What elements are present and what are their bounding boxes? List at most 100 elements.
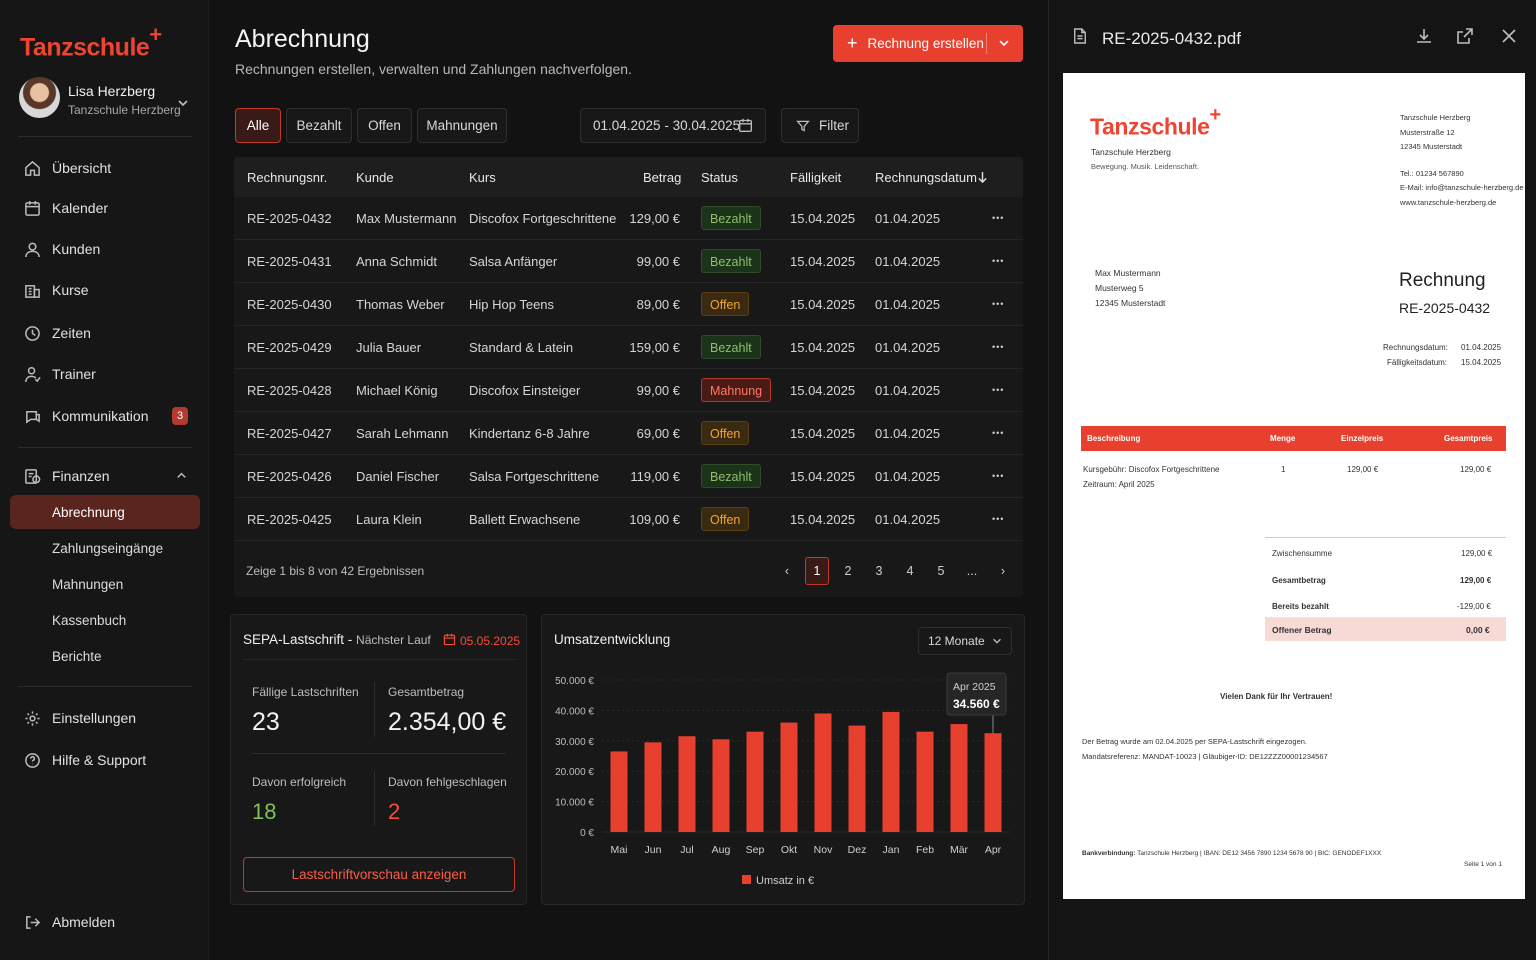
revenue-bar[interactable] [644,742,662,832]
column-header[interactable]: Betrag [643,170,682,185]
table-row[interactable]: RE-2025-0425 Laura Klein Ballett Erwachsen… [234,498,1023,541]
nav-item-kunden[interactable]: Kunden [10,232,200,266]
pdf-total-value: 129,00 € [1461,549,1493,558]
filter-button[interactable]: Filter [781,108,859,143]
subnav-berichte[interactable]: Berichte [52,648,102,664]
more-options-icon[interactable]: ••• [992,471,1005,481]
nav-item-trainer[interactable]: Trainer [10,357,200,391]
pdf-total-label: Gesamtbetrag [1272,576,1326,585]
subnav-zahlungseingaenge[interactable]: Zahlungseingänge [52,540,164,556]
user-name[interactable]: Lisa Herzberg [68,83,156,99]
due-date: 15.04.2025 [790,512,856,527]
prev-page-icon[interactable]: ‹ [784,564,790,578]
revenue-bar[interactable] [610,751,628,832]
revenue-bar[interactable] [950,724,968,832]
external-link-icon[interactable] [1456,27,1474,45]
pdf-sender-line: Tanzschule Herzberg [1400,113,1471,122]
table-row[interactable]: RE-2025-0430 Thomas Weber Hip Hop Teens 15.… [234,283,1023,326]
x-tick-label: Nov [814,844,833,856]
more-options-icon[interactable]: ••• [992,342,1005,352]
page-button[interactable]: 5 [937,564,945,578]
table-row[interactable]: RE-2025-0429 Julia Bauer Standard & Latein… [234,326,1023,369]
y-tick-label: 40.000 € [555,706,594,717]
revenue-bar[interactable] [984,733,1002,832]
table-row[interactable]: RE-2025-0428 Michael König Discofox Einste… [234,369,1023,412]
chip-bezahlt[interactable]: Bezahlt [286,108,352,143]
pdf-bank-label: Bankverbindung: [1082,850,1136,857]
date-range-picker[interactable]: 01.04.2025 - 30.04.2025 [580,108,766,143]
chevron-down-icon[interactable] [176,96,190,110]
document-icon [1074,28,1086,44]
y-tick-label: 0 € [580,828,594,839]
failed-label: Davon fehlgeschlagen [388,775,507,789]
chip-alle[interactable]: Alle [235,108,281,143]
column-header[interactable]: Kurs [469,170,496,185]
table-row[interactable]: RE-2025-0431 Anna Schmidt Salsa Anfänger 15… [234,240,1023,283]
more-options-icon[interactable]: ••• [992,385,1005,395]
nav-item-uebersicht[interactable]: Übersicht [10,151,200,185]
chevron-up-icon[interactable] [175,469,188,482]
legend-label: Umsatz in € [756,875,814,887]
subnav-kassenbuch[interactable]: Kassenbuch [52,612,127,628]
column-header[interactable]: Rechnungsdatum [875,170,977,185]
more-options-icon[interactable]: ••• [992,428,1005,438]
revenue-bar[interactable] [678,736,696,832]
customer-name: Michael König [356,383,438,398]
pdf-page-number: Seite 1 von 1 [1464,861,1502,868]
revenue-bar[interactable] [882,711,900,832]
customer-name: Julia Bauer [356,340,422,355]
building-icon [25,284,40,298]
nav-item-einstellungen[interactable]: Einstellungen [10,701,200,735]
nav-item-kalender[interactable]: Kalender [10,191,200,225]
more-options-icon[interactable]: ••• [992,256,1005,266]
avatar[interactable] [19,77,60,118]
revenue-bar[interactable] [916,731,934,832]
nav-group-finanzen[interactable]: Finanzen [10,459,200,493]
more-options-icon[interactable]: ••• [992,299,1005,309]
subnav-abrechnung[interactable]: Abrechnung [10,495,200,529]
nav-item-kommunikation[interactable]: Kommunikation 3 [10,399,200,433]
revenue-bar[interactable] [848,725,866,832]
table-row[interactable]: RE-2025-0432 Max Mustermann Discofox Fortg… [234,197,1023,240]
sort-down-icon[interactable] [977,171,988,184]
table-row[interactable]: RE-2025-0427 Sarah Lehmann Kindertanz 6-8 … [234,412,1023,455]
more-options-icon[interactable]: ••• [992,514,1005,524]
debit-preview-button[interactable]: Lastschriftvorschau anzeigen [243,857,515,892]
chip-mahnungen[interactable]: Mahnungen [417,108,507,143]
next-page-icon[interactable]: › [1000,564,1006,578]
page-button[interactable]: 1 [805,557,829,585]
download-icon[interactable] [1415,27,1433,45]
pdf-recipient-line: Max Mustermann [1095,268,1161,278]
page-button[interactable]: 3 [875,564,883,578]
course-name: Ballett Erwachsene [469,512,581,527]
invoice-number: RE-2025-0431 [247,254,332,269]
range-select[interactable]: 12 Monate [918,627,1012,655]
create-invoice-button[interactable]: + Rechnung erstellen [833,25,1023,62]
nav-item-hilfe[interactable]: Hilfe & Support [10,743,200,777]
logo[interactable]: Tanzschule+ [20,22,162,62]
logout-button[interactable]: Abmelden [10,905,200,939]
calendar-icon [25,200,40,216]
page-button[interactable]: 2 [844,564,852,578]
nav-item-kurse[interactable]: Kurse [10,273,200,307]
page-button[interactable]: 4 [906,564,914,578]
customer-name: Thomas Weber [356,297,445,312]
more-options-icon[interactable]: ••• [992,213,1005,223]
column-header[interactable]: Fälligkeit [790,170,842,185]
column-header[interactable]: Kunde [356,170,394,185]
subnav-mahnungen[interactable]: Mahnungen [52,576,124,592]
x-tick-label: Jul [680,844,693,856]
nav-item-zeiten[interactable]: Zeiten [10,316,200,350]
chip-offen[interactable]: Offen [357,108,412,143]
due-date: 15.04.2025 [790,383,856,398]
column-header[interactable]: Status [701,170,738,185]
revenue-bar[interactable] [746,731,764,832]
date-range-value: 01.04.2025 - 30.04.2025 [593,118,741,133]
chevron-down-icon[interactable] [997,36,1011,50]
revenue-bar[interactable] [814,713,832,832]
revenue-bar[interactable] [712,739,730,832]
column-header[interactable]: Rechnungsnr. [247,170,328,185]
close-icon[interactable] [1500,27,1518,45]
table-row[interactable]: RE-2025-0426 Daniel Fischer Salsa Fortgesc… [234,455,1023,498]
revenue-bar[interactable] [780,722,798,832]
